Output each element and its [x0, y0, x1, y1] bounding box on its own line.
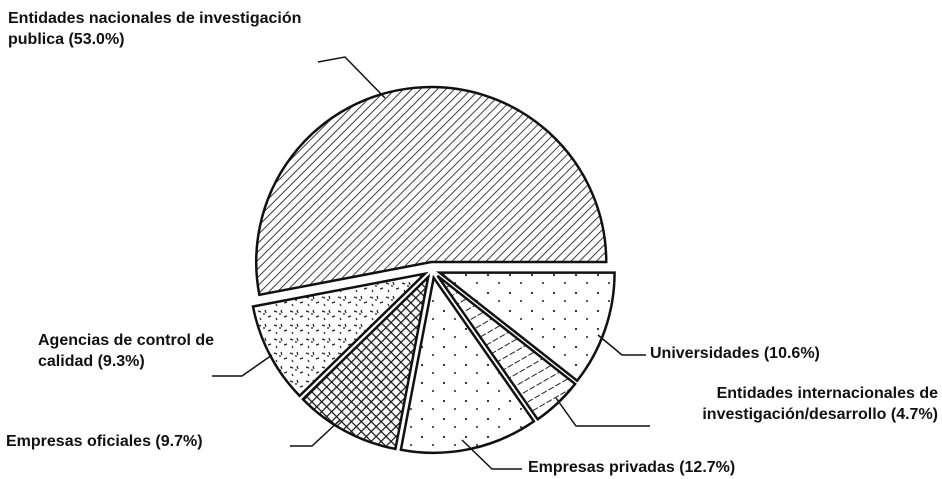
slice-label: Entidades internacionales de investigaci…	[620, 383, 938, 425]
slice-label: Empresas privadas (12.7%)	[528, 457, 828, 478]
category-name: Universidades	[650, 345, 760, 362]
value-label: (9.7%)	[155, 433, 203, 450]
pie-slice	[251, 271, 429, 398]
pie-slice	[301, 273, 431, 451]
slice-label: Agencias de control de calidad (9.3%)	[38, 330, 258, 372]
pie-slice	[435, 271, 616, 383]
leader-line	[212, 354, 273, 377]
value-label: (4.7%)	[890, 406, 938, 423]
category-name: Entidades nacionales de investigación pu…	[8, 10, 302, 48]
leader-line	[461, 439, 522, 470]
value-label: (53.0%)	[68, 31, 125, 48]
category-name: Empresas oficiales	[6, 433, 151, 450]
category-name: Entidades internacionales de investigaci…	[702, 385, 938, 423]
value-label: (10.6%)	[763, 345, 820, 362]
pie-slice	[254, 85, 608, 297]
slice-label: Universidades (10.6%)	[650, 343, 900, 364]
leader-line	[317, 56, 386, 99]
category-name: Empresas privadas	[528, 459, 675, 476]
value-label: (9.3%)	[97, 353, 145, 370]
value-label: (12.7%)	[679, 459, 736, 476]
slice-label: Empresas oficiales (9.7%)	[6, 431, 296, 452]
leader-line	[597, 334, 646, 356]
category-name: Agencias de control de calidad	[38, 332, 215, 370]
leader-line	[555, 397, 650, 427]
pie-slice	[436, 274, 577, 422]
leader-line	[290, 419, 341, 447]
slice-label: Entidades nacionales de investigación pu…	[8, 8, 308, 50]
